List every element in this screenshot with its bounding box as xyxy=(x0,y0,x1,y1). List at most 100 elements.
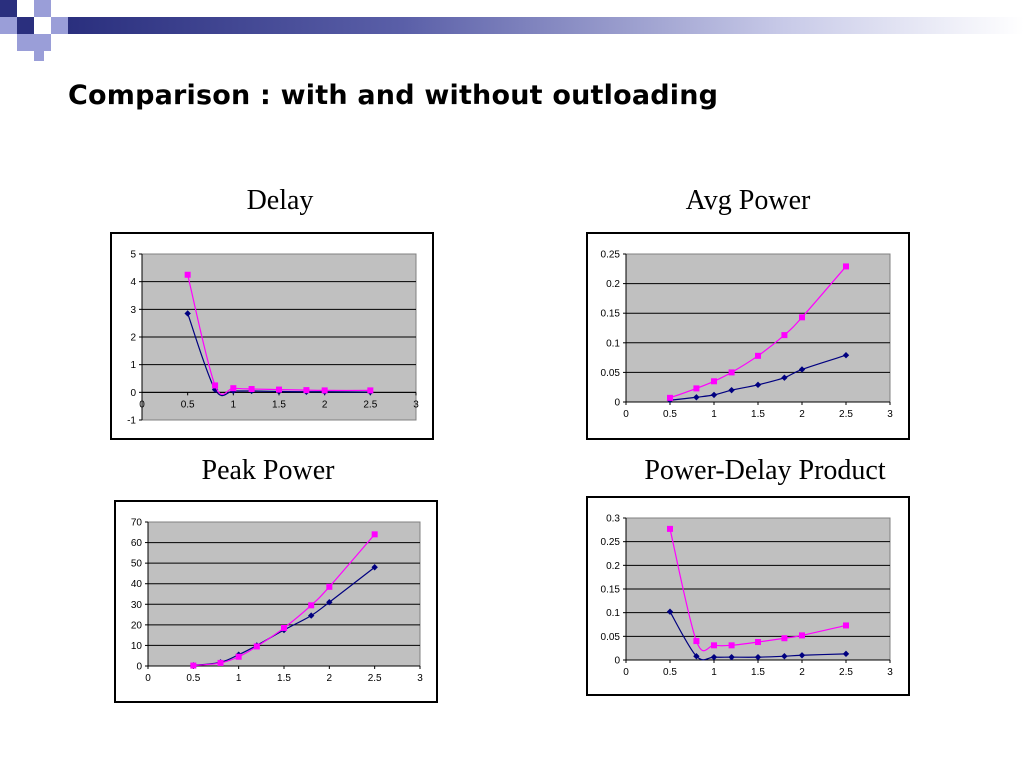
chart-power-delay-product-svg: 0 0.05 0.1 0.15 0.2 0.25 0.3 0 0.5 1 1.5 2 2.5 3 xyxy=(601,514,894,679)
data-point-square xyxy=(321,387,328,394)
header-gradient-bar xyxy=(68,17,1024,34)
data-point-square xyxy=(326,583,333,590)
x-tick-label: 1.5 xyxy=(277,673,291,684)
plot-area xyxy=(147,521,421,667)
data-point-square xyxy=(693,638,700,645)
y-tick-label: 0.3 xyxy=(606,514,620,525)
corner-square-8 xyxy=(34,34,51,51)
y-tick-label: 10 xyxy=(131,641,143,652)
y-tick-label: 0.1 xyxy=(606,608,620,619)
data-point-square xyxy=(303,387,310,394)
x-tick-label: 0.5 xyxy=(181,399,195,410)
x-tick-label: 2.5 xyxy=(368,673,382,684)
data-point-diamond xyxy=(754,381,762,389)
x-tick-label: 0.5 xyxy=(663,667,677,678)
data-point-square xyxy=(711,642,717,649)
data-point-square xyxy=(781,635,788,642)
y-tick-label: 0.15 xyxy=(601,585,621,596)
data-point-square xyxy=(230,385,237,392)
x-tick-label: 0 xyxy=(623,409,629,420)
x-tick-label: 2 xyxy=(799,409,805,420)
x-tick-label: 0.5 xyxy=(186,673,200,684)
y-tick-label: 0 xyxy=(614,398,620,409)
x-tick-label: 0 xyxy=(139,399,145,410)
chart-title-delay: Delay xyxy=(246,185,314,216)
data-point-square xyxy=(728,369,735,376)
data-point-square xyxy=(276,386,282,393)
x-tick-label: 3 xyxy=(413,399,419,410)
data-point-square xyxy=(693,385,700,392)
corner-square-9 xyxy=(34,51,44,61)
data-point-square xyxy=(781,332,788,339)
data-point-square xyxy=(217,659,224,666)
data-point-square xyxy=(728,642,735,649)
y-tick-label: -1 xyxy=(127,416,136,427)
data-point-square xyxy=(667,525,673,532)
chart-peak-power: 0 10 20 30 40 50 60 70 0 0.5 1 1.5 2 2.5 3 xyxy=(114,500,438,703)
data-point-square xyxy=(212,382,219,389)
y-tick-label: 0.15 xyxy=(601,309,621,320)
x-tick-label: 1 xyxy=(711,409,717,420)
y-tick-label: 20 xyxy=(131,620,143,631)
y-tick-label: 5 xyxy=(130,250,136,261)
y-tick-label: 0.05 xyxy=(601,368,621,379)
data-point-square xyxy=(711,378,717,385)
y-tick-label: 0.05 xyxy=(601,632,621,643)
data-point-square xyxy=(799,632,805,639)
y-tick-label: 30 xyxy=(131,600,143,611)
x-tick-label: 2 xyxy=(322,399,328,410)
y-tick-label: 1 xyxy=(130,360,136,371)
y-tick-label: 0.25 xyxy=(601,250,621,261)
x-tick-label: 1.5 xyxy=(751,409,765,420)
data-point-square xyxy=(235,653,242,660)
data-point-square xyxy=(248,386,255,393)
corner-square-4 xyxy=(0,17,17,34)
y-tick-label: 0 xyxy=(130,388,136,399)
x-tick-label: 0 xyxy=(145,673,151,684)
y-tick-label: 40 xyxy=(131,579,143,590)
x-tick-label: 1 xyxy=(711,667,717,678)
chart-avg-power-svg: 0 0.05 0.1 0.15 0.2 0.25 0 0.5 1 1.5 2 2.5 3 xyxy=(601,250,894,421)
x-tick-label: 2 xyxy=(327,673,333,684)
corner-square-7 xyxy=(17,34,34,51)
y-tick-label: 60 xyxy=(131,538,143,549)
data-point-diamond xyxy=(798,652,806,659)
x-tick-label: 2 xyxy=(799,667,805,678)
data-point-square xyxy=(190,662,197,669)
data-point-square xyxy=(843,263,849,270)
x-tick-label: 3 xyxy=(887,667,893,678)
data-point-square xyxy=(371,531,378,538)
chart-peak-power-svg: 0 10 20 30 40 50 60 70 0 0.5 1 1.5 2 2.5 3 xyxy=(131,518,423,685)
x-tick-label: 0.5 xyxy=(663,409,677,420)
y-tick-label: 70 xyxy=(131,518,143,529)
x-tick-label: 2.5 xyxy=(363,399,377,410)
chart-delay: -1 0 1 2 3 4 5 0 0.5 1 1.5 2 2.5 3 xyxy=(110,232,434,440)
y-tick-label: 0.2 xyxy=(606,561,620,572)
x-tick-label: 1 xyxy=(231,399,237,410)
chart-title-avg-power: Avg Power xyxy=(685,185,811,216)
chart-avg-power: 0 0.05 0.1 0.15 0.2 0.25 0 0.5 1 1.5 2 2.5 3 xyxy=(586,232,910,440)
y-tick-label: 0 xyxy=(614,656,620,667)
data-point-diamond xyxy=(754,653,762,661)
data-point-diamond xyxy=(666,608,674,615)
data-point-square xyxy=(755,639,761,646)
y-tick-label: 50 xyxy=(131,559,143,570)
x-tick-label: 1.5 xyxy=(751,667,765,678)
data-point-diamond xyxy=(842,352,850,359)
data-point-diamond xyxy=(798,366,806,373)
data-point-square xyxy=(367,387,374,394)
corner-square-5 xyxy=(17,17,34,34)
x-tick-label: 2.5 xyxy=(839,409,853,420)
chart-title-power-delay-product: Power-Delay Product xyxy=(644,455,886,486)
data-point-square xyxy=(667,394,673,401)
y-tick-label: 0.1 xyxy=(606,338,620,349)
x-tick-label: 3 xyxy=(887,409,893,420)
y-tick-label: 3 xyxy=(130,305,136,316)
chart-title-peak-power: Peak Power xyxy=(201,455,335,486)
plot-area xyxy=(625,253,891,403)
data-point-square xyxy=(253,643,260,650)
data-point-diamond xyxy=(842,650,850,658)
data-point-diamond xyxy=(184,310,191,317)
y-tick-label: 0 xyxy=(136,662,142,673)
